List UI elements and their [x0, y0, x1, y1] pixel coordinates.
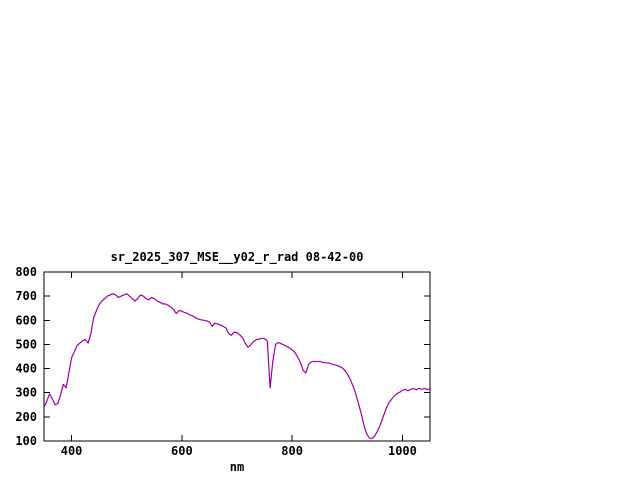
svg-text:100: 100: [15, 434, 37, 448]
svg-text:200: 200: [15, 410, 37, 424]
svg-text:800: 800: [281, 444, 303, 458]
svg-text:500: 500: [15, 337, 37, 351]
svg-text:600: 600: [15, 313, 37, 327]
svg-text:300: 300: [15, 386, 37, 400]
svg-text:400: 400: [15, 362, 37, 376]
x-axis-label: nm: [229, 460, 245, 474]
svg-text:600: 600: [171, 444, 193, 458]
svg-text:1000: 1000: [388, 444, 417, 458]
svg-text:700: 700: [15, 289, 37, 303]
chart-title: sr_2025_307_MSE__y02_r_rad 08-42-00: [110, 250, 364, 264]
svg-text:800: 800: [15, 265, 37, 279]
svg-text:400: 400: [61, 444, 83, 458]
